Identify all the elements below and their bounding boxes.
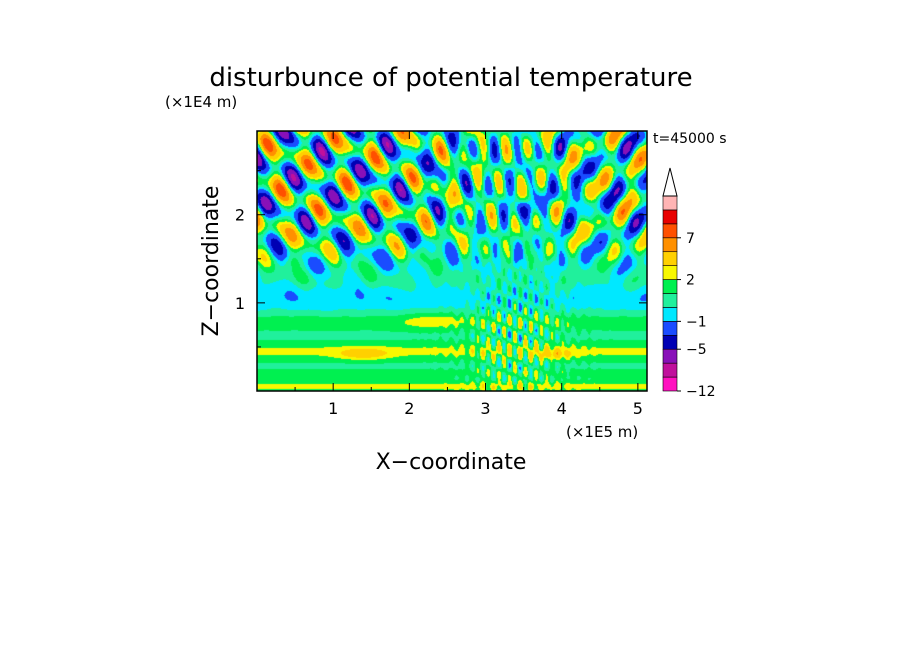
- y-axis-label: Z−coordinate: [199, 186, 224, 337]
- x-tick-label: 3: [480, 399, 490, 418]
- colorbar-tick-label: 7: [686, 231, 695, 247]
- colorbar-tick-label: −1: [686, 314, 707, 330]
- x-axis-label: X−coordinate: [376, 450, 527, 475]
- colorbar-swatch: [662, 251, 678, 266]
- colorbar-swatch: [662, 279, 678, 294]
- time-label: t=45000 s: [653, 131, 727, 147]
- y-tick-label: 2: [235, 206, 245, 225]
- colorbar-swatch: [662, 293, 678, 308]
- colorbar-swatch: [662, 209, 678, 225]
- colorbar-swatch: [662, 195, 678, 211]
- x-tick-label: 2: [404, 399, 414, 418]
- y-axis: 12: [235, 170, 647, 348]
- x-tick-label: 1: [328, 399, 338, 418]
- colorbar-tick-label: −5: [686, 342, 707, 358]
- plot-frame: [256, 130, 648, 392]
- colorbar-swatch: [662, 362, 678, 378]
- colorbar-swatch: [662, 321, 678, 336]
- contour-field: [257, 131, 647, 391]
- colorbar-tick-label: −12: [686, 384, 716, 400]
- colorbar-swatch: [662, 348, 678, 364]
- chart-title: disturbunce of potential temperature: [209, 63, 692, 93]
- y-tick-label: 1: [235, 294, 245, 313]
- colorbar-swatch: [662, 265, 678, 280]
- colorbar-swatch: [662, 223, 678, 239]
- colorbar-swatch: [662, 334, 678, 350]
- colorbar-extend-arrow: [662, 167, 678, 197]
- colorbar-swatch: [662, 376, 678, 392]
- colorbar-legend: −12−5−127: [662, 167, 716, 400]
- x-unit-label: (×1E5 m): [566, 423, 638, 441]
- colorbar-swatch: [662, 307, 678, 322]
- x-tick-label: 5: [633, 399, 643, 418]
- x-tick-label: 4: [557, 399, 567, 418]
- colorbar-swatch: [662, 237, 678, 253]
- colorbar-tick-label: 2: [686, 273, 695, 289]
- x-axis: 1 2 3 4 5: [294, 131, 643, 418]
- y-unit-label: (×1E4 m): [165, 93, 237, 111]
